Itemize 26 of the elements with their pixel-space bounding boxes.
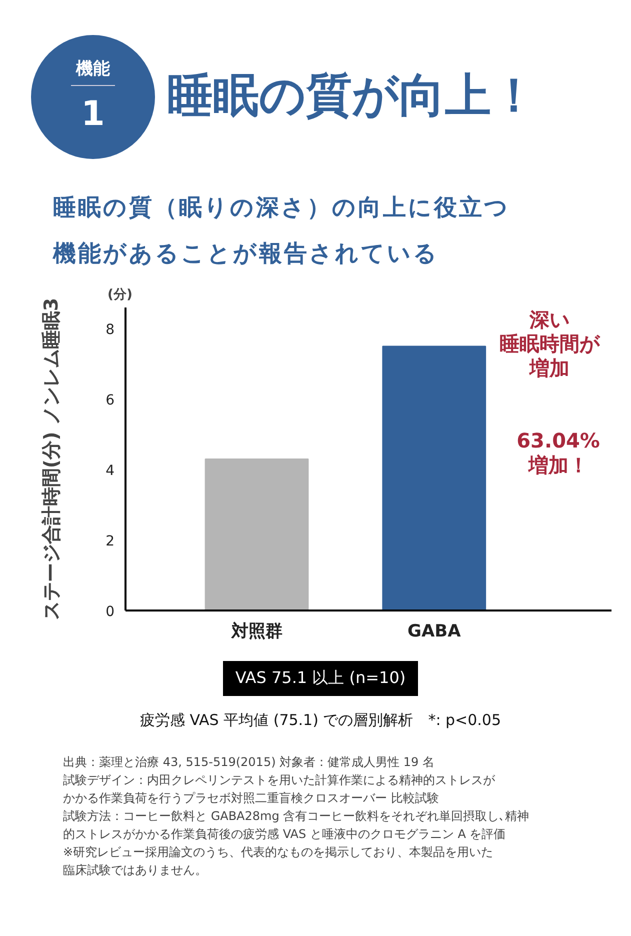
text: 疲労感 VAS 平均値 (75.1) での層別解析 *: p<0.05 (138, 710, 502, 731)
text: 試験デザイン：内田クレペリンテストを用いた計算作業による精神的ストレスが (63, 772, 496, 790)
text: 試験方法：コーヒー飲料と GABA28mg 含有コーヒー飲料をそれぞれ単回摂取し､精神 (63, 808, 530, 826)
text: 臨床試験ではありません。 (63, 862, 208, 880)
text: VAS 75.1 以上 (n=10) (223, 661, 418, 696)
chart-title: 睡眠の質が向上！ (167, 67, 537, 124)
chart-subtitle: 睡眠の質（眠りの深さ）の向上に役立つ機能があることが報告されている (53, 194, 511, 269)
source-note: 出典：薬理と治療 43, 515-519(2015) 対象者：健常成人男性 19 名 (63, 754, 436, 772)
x-tick-label: 対照群 (230, 622, 282, 642)
x-tick-label: GABA (408, 622, 462, 642)
annotation: 63.04% (516, 428, 600, 453)
y-axis-title: ステージ合計時間(分) ノンレム睡眠3 (40, 298, 63, 620)
annotation: 増加 (528, 356, 570, 380)
y-tick-label: 2 (106, 534, 115, 550)
text: 的ストレスがかかる作業負荷後の疲労感 VAS と唾液中のクロモグラニン A を評価 (63, 826, 507, 844)
y-tick-label: 4 (106, 463, 115, 480)
text: かかる作業負荷を行うプラセボ対照二重盲検クロスオーバー 比較試験 (63, 790, 440, 808)
text: (分) (108, 288, 132, 302)
text: 機能 1 (74, 58, 111, 136)
y-tick-label: 8 (106, 322, 115, 338)
y-tick-label: 6 (106, 392, 115, 409)
annotation: 睡眠時間が (499, 332, 600, 356)
y-tick-label: 0 (106, 604, 115, 620)
annotation: 深い (528, 308, 570, 332)
text: ※研究レビュー採用論文のうち、代表的なものを掲示しており、本製品を用いた (63, 844, 494, 862)
annotation: 増加！ (527, 452, 588, 477)
